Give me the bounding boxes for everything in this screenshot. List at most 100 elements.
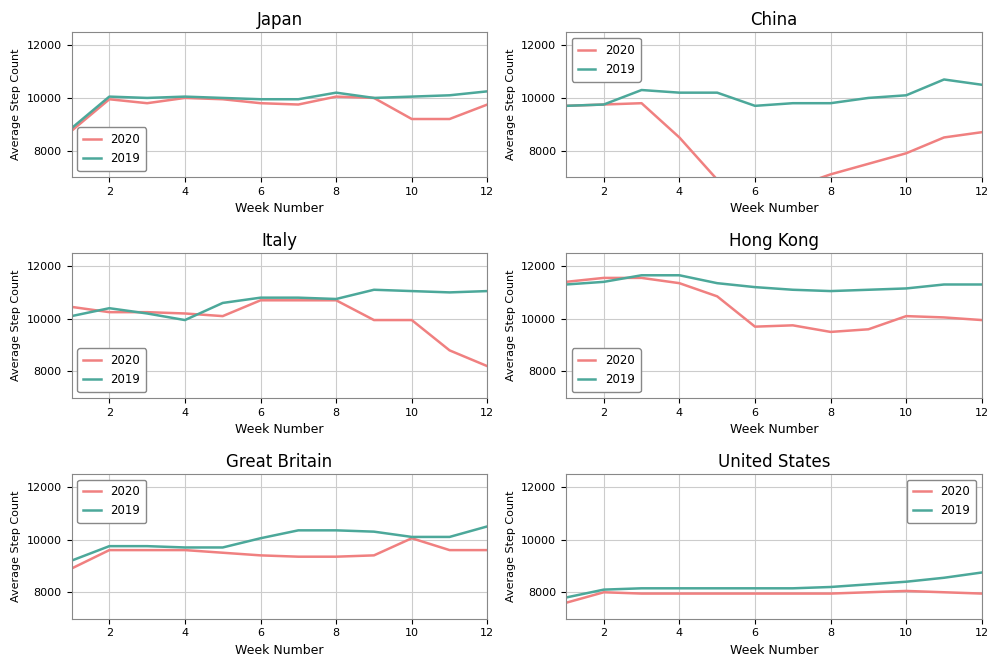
2019 — [673, 271, 685, 279]
2019 — [292, 294, 304, 302]
2020 — [711, 176, 723, 184]
2020 — [787, 184, 799, 192]
2020 — [900, 587, 912, 595]
2019 — [787, 99, 799, 107]
Title: Italy: Italy — [261, 232, 297, 250]
2020 — [368, 94, 380, 102]
2020 — [481, 362, 493, 370]
2019 — [103, 93, 115, 101]
2020 — [444, 346, 456, 354]
2020 — [103, 546, 115, 554]
2020 — [862, 160, 874, 168]
2020 — [255, 99, 267, 107]
2019 — [711, 584, 723, 593]
Y-axis label: Average Step Count: Average Step Count — [506, 490, 516, 602]
2020 — [560, 102, 572, 110]
2019 — [938, 574, 950, 582]
2020 — [787, 321, 799, 329]
2019 — [406, 93, 418, 101]
2020 — [749, 186, 761, 194]
2020 — [141, 99, 153, 107]
2019 — [444, 92, 456, 100]
2019 — [900, 285, 912, 293]
2020 — [825, 590, 837, 598]
2019 — [825, 99, 837, 107]
Y-axis label: Average Step Count: Average Step Count — [506, 49, 516, 160]
2019 — [444, 289, 456, 297]
Line: 2020: 2020 — [72, 538, 487, 568]
2019 — [787, 286, 799, 294]
2019 — [481, 287, 493, 295]
Line: 2019: 2019 — [72, 92, 487, 128]
2020 — [217, 312, 229, 320]
2020 — [141, 308, 153, 316]
2019 — [141, 94, 153, 102]
2019 — [636, 86, 648, 94]
2020 — [406, 534, 418, 542]
2019 — [711, 279, 723, 287]
2019 — [598, 586, 610, 594]
2019 — [217, 299, 229, 307]
2019 — [141, 309, 153, 317]
2020 — [406, 316, 418, 324]
2020 — [66, 564, 78, 572]
2020 — [976, 128, 988, 136]
2019 — [636, 271, 648, 279]
2020 — [938, 313, 950, 321]
2020 — [900, 312, 912, 320]
2020 — [598, 274, 610, 282]
X-axis label: Week Number: Week Number — [235, 644, 324, 657]
2020 — [330, 93, 342, 101]
2020 — [900, 149, 912, 157]
2020 — [673, 134, 685, 142]
X-axis label: Week Number: Week Number — [730, 202, 818, 215]
Line: 2020: 2020 — [566, 591, 982, 603]
2020 — [444, 546, 456, 554]
2020 — [711, 293, 723, 301]
Y-axis label: Average Step Count: Average Step Count — [11, 49, 21, 160]
2019 — [862, 94, 874, 102]
2020 — [217, 548, 229, 556]
2019 — [481, 522, 493, 530]
2019 — [330, 526, 342, 534]
2019 — [862, 286, 874, 294]
2019 — [141, 542, 153, 550]
Title: Hong Kong: Hong Kong — [729, 232, 819, 250]
2020 — [938, 134, 950, 142]
Legend: 2020, 2019: 2020, 2019 — [77, 348, 146, 392]
2019 — [217, 544, 229, 552]
2020 — [749, 590, 761, 598]
2020 — [862, 325, 874, 333]
2020 — [292, 100, 304, 108]
X-axis label: Week Number: Week Number — [235, 202, 324, 215]
2020 — [711, 590, 723, 598]
2020 — [179, 309, 191, 317]
Line: 2019: 2019 — [566, 79, 982, 106]
2019 — [560, 594, 572, 602]
Legend: 2020, 2019: 2020, 2019 — [907, 480, 976, 523]
2019 — [255, 534, 267, 542]
2019 — [368, 286, 380, 294]
Y-axis label: Average Step Count: Average Step Count — [11, 490, 21, 602]
2019 — [711, 89, 723, 97]
2020 — [862, 589, 874, 597]
2019 — [976, 568, 988, 576]
Title: United States: United States — [718, 453, 830, 471]
2020 — [444, 115, 456, 123]
2020 — [825, 170, 837, 178]
2020 — [66, 127, 78, 135]
2019 — [330, 295, 342, 303]
2019 — [598, 278, 610, 286]
2020 — [103, 308, 115, 316]
2020 — [368, 316, 380, 324]
2020 — [938, 589, 950, 597]
2020 — [368, 551, 380, 559]
2019 — [368, 94, 380, 102]
2019 — [66, 556, 78, 564]
Line: 2019: 2019 — [72, 290, 487, 320]
Line: 2019: 2019 — [566, 275, 982, 291]
2020 — [673, 590, 685, 598]
2020 — [481, 100, 493, 108]
2019 — [292, 526, 304, 534]
2019 — [255, 294, 267, 302]
